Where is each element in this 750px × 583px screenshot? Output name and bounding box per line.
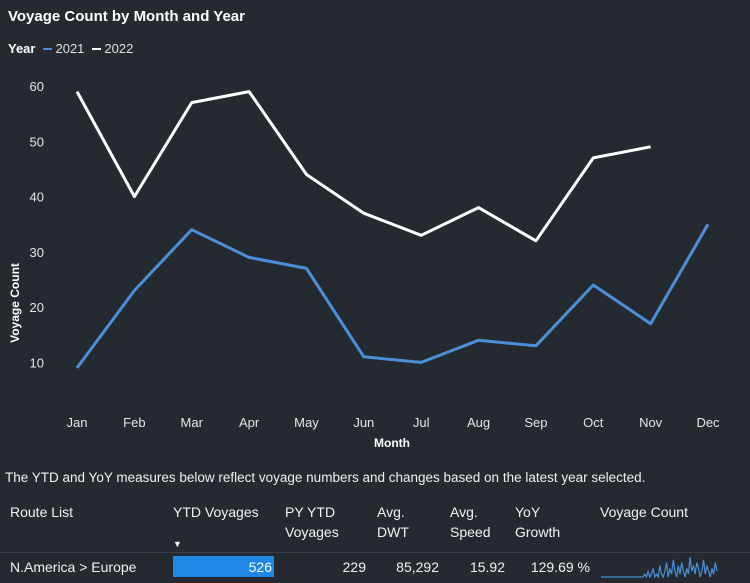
y-tick-label: 10: [30, 355, 44, 370]
table-header: Route List YTD Voyages PY YTD Voyages Avg…: [0, 494, 750, 552]
cell-ytd: 526: [248, 559, 272, 575]
x-tick-label: Nov: [639, 415, 663, 430]
y-tick-label: 20: [30, 300, 44, 315]
col-header-yoy[interactable]: YoY Growth: [515, 504, 561, 540]
x-tick-label: Sep: [524, 415, 547, 430]
caption-text: The YTD and YoY measures below reflect v…: [5, 470, 646, 485]
x-tick-label: Jun: [353, 415, 374, 430]
voyage-count-sparkline: [601, 556, 718, 579]
sparkline-line: [601, 556, 718, 579]
series-line-2022[interactable]: [75, 90, 651, 243]
y-axis-ticks: 10 20 30 40 50 60: [30, 79, 44, 370]
line-chart: 10 20 30 40 50 60 Jan Feb Mar Apr May Jun Jul Aug Sep…: [8, 79, 721, 450]
legend-swatch-2022: [92, 47, 102, 50]
table-row[interactable]: N.America > Europe 526 229 85,292 15.92 …: [0, 552, 750, 581]
cell-py-ytd: 229: [342, 559, 366, 575]
y-tick-label: 50: [30, 134, 44, 149]
col-header-avg-dwt[interactable]: Avg. DWT: [377, 504, 409, 540]
route-table: Route List YTD Voyages PY YTD Voyages Avg…: [0, 494, 750, 579]
x-tick-label: Mar: [181, 415, 204, 430]
x-tick-label: Oct: [583, 415, 604, 430]
legend-title: Year: [8, 41, 36, 56]
legend-swatch-2021: [43, 47, 53, 50]
x-axis-ticks: Jan Feb Mar Apr May Jun Jul Aug Sep Oct Nov Dec: [67, 415, 721, 430]
x-tick-label: Dec: [696, 415, 720, 430]
legend: Year 2021 2022: [8, 41, 139, 56]
cell-route: N.America > Europe: [10, 559, 137, 575]
series-line-2021[interactable]: [75, 223, 710, 369]
legend-item-2022[interactable]: 2022: [90, 41, 133, 56]
col-header-voyage-count[interactable]: Voyage Count: [600, 504, 688, 520]
col-header-ytd[interactable]: YTD Voyages: [173, 504, 259, 520]
y-tick-label: 40: [30, 190, 44, 205]
x-tick-label: Feb: [123, 415, 145, 430]
x-tick-label: Jul: [413, 415, 430, 430]
cell-yoy: 129.69 %: [530, 559, 590, 575]
ytd-data-bar: [173, 556, 274, 577]
x-tick-label: May: [294, 415, 319, 430]
chart-title: Voyage Count by Month and Year: [8, 8, 245, 25]
y-tick-label: 60: [30, 79, 44, 94]
y-axis-label: Voyage Count: [8, 263, 22, 343]
cell-avg-dwt: 85,292: [396, 559, 439, 575]
x-tick-label: Jan: [67, 415, 88, 430]
col-header-py-ytd[interactable]: PY YTD Voyages: [285, 504, 339, 540]
y-tick-label: 30: [30, 245, 44, 260]
col-header-route[interactable]: Route List: [10, 504, 74, 520]
sort-descending-icon[interactable]: ▼: [173, 539, 182, 549]
legend-label-2022: 2022: [104, 41, 134, 56]
legend-item-2021[interactable]: 2021: [41, 41, 84, 56]
x-tick-label: Apr: [239, 415, 260, 430]
legend-label-2021: 2021: [55, 41, 85, 56]
col-header-avg-speed[interactable]: Avg. Speed: [450, 504, 491, 540]
cell-avg-speed: 15.92: [469, 559, 505, 575]
x-tick-label: Aug: [467, 415, 490, 430]
x-axis-label: Month: [374, 436, 410, 450]
series-lines: [75, 90, 710, 369]
